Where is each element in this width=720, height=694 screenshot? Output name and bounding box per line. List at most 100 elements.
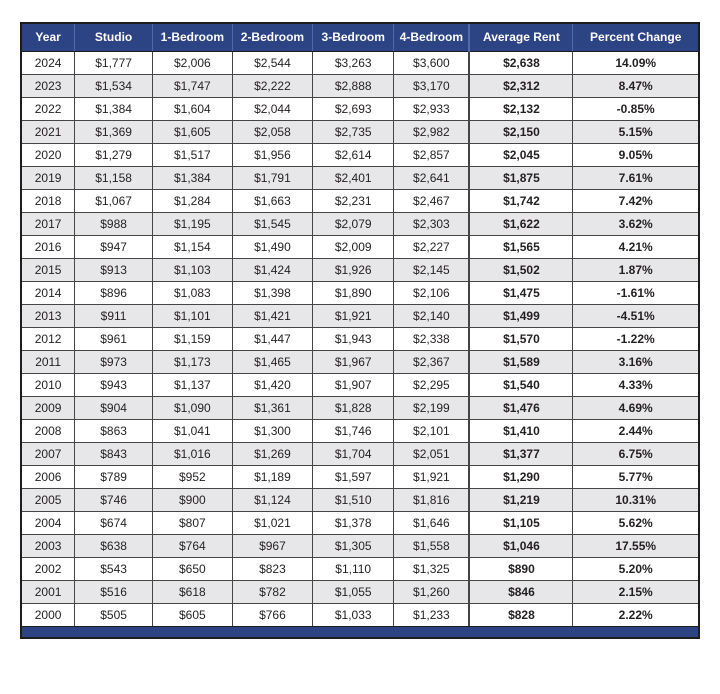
- value-cell: 2.15%: [572, 579, 698, 603]
- value-cell: $1,663: [231, 188, 313, 212]
- year-cell: 2006: [22, 464, 75, 488]
- value-cell: $913: [74, 257, 153, 281]
- table-row: 2004 $674 $807 $1,021 $1,378 $1,646 $1,105 5.62…: [22, 510, 698, 534]
- year-cell: 2019: [22, 165, 75, 189]
- value-cell: $1,597: [312, 464, 394, 488]
- year-cell: 2023: [22, 73, 75, 97]
- value-cell: $863: [74, 418, 153, 442]
- value-cell: $1,510: [312, 487, 394, 511]
- value-cell: $1,046: [468, 533, 573, 557]
- year-cell: 2000: [22, 602, 75, 626]
- value-cell: $1,290: [468, 464, 573, 488]
- value-cell: $961: [74, 326, 153, 350]
- year-cell: 2015: [22, 257, 75, 281]
- value-cell: $1,083: [151, 280, 233, 304]
- value-cell: $1,105: [468, 510, 573, 534]
- value-cell: $2,467: [393, 188, 470, 212]
- value-cell: $1,570: [468, 326, 573, 350]
- value-cell: $1,159: [151, 326, 233, 350]
- year-cell: 2004: [22, 510, 75, 534]
- value-cell: $2,367: [393, 349, 470, 373]
- value-cell: $1,369: [74, 119, 153, 143]
- value-cell: $2,614: [312, 142, 394, 166]
- value-cell: $2,888: [312, 73, 394, 97]
- value-cell: $1,447: [231, 326, 313, 350]
- value-cell: $807: [151, 510, 233, 534]
- value-cell: $1,747: [151, 73, 233, 97]
- value-cell: $2,857: [393, 142, 470, 166]
- table-row: 2020 $1,279 $1,517 $1,956 $2,614 $2,857 $2,045…: [22, 142, 698, 166]
- value-cell: $890: [468, 556, 573, 580]
- value-cell: $823: [231, 556, 313, 580]
- value-cell: $789: [74, 464, 153, 488]
- value-cell: $1,956: [231, 142, 313, 166]
- value-cell: $2,140: [393, 303, 470, 327]
- value-cell: $1,420: [231, 372, 313, 396]
- value-cell: 5.15%: [572, 119, 698, 143]
- table-row: 2010 $943 $1,137 $1,420 $1,907 $2,295 $1,540 4.…: [22, 372, 698, 396]
- value-cell: $2,544: [231, 51, 313, 74]
- year-cell: 2011: [22, 349, 75, 373]
- table-row: 2005 $746 $900 $1,124 $1,510 $1,816 $1,219 10.3…: [22, 487, 698, 511]
- value-cell: 5.77%: [572, 464, 698, 488]
- value-cell: $1,384: [74, 96, 153, 120]
- value-cell: $1,499: [468, 303, 573, 327]
- value-cell: $967: [231, 533, 313, 557]
- value-cell: $3,170: [393, 73, 470, 97]
- value-cell: $2,044: [231, 96, 313, 120]
- value-cell: $605: [151, 602, 233, 626]
- value-cell: -0.85%: [572, 96, 698, 120]
- value-cell: $904: [74, 395, 153, 419]
- value-cell: $2,009: [312, 234, 394, 258]
- value-cell: 4.33%: [572, 372, 698, 396]
- value-cell: $1,622: [468, 211, 573, 235]
- value-cell: $828: [468, 602, 573, 626]
- value-cell: $1,704: [312, 441, 394, 465]
- value-cell: $1,305: [312, 533, 394, 557]
- value-cell: 9.05%: [572, 142, 698, 166]
- table-row: 2024 $1,777 $2,006 $2,544 $3,263 $3,600 $2,638…: [22, 51, 698, 74]
- table-row: 2006 $789 $952 $1,189 $1,597 $1,921 $1,290 5.77…: [22, 464, 698, 488]
- value-cell: $1,101: [151, 303, 233, 327]
- value-cell: $1,517: [151, 142, 233, 166]
- value-cell: $2,079: [312, 211, 394, 235]
- table-row: 2023 $1,534 $1,747 $2,222 $2,888 $3,170 $2,312…: [22, 73, 698, 97]
- value-cell: $843: [74, 441, 153, 465]
- year-cell: 2022: [22, 96, 75, 120]
- column-header-year: Year: [22, 24, 75, 52]
- value-cell: $650: [151, 556, 233, 580]
- value-cell: $2,312: [468, 73, 573, 97]
- value-cell: $943: [74, 372, 153, 396]
- value-cell: $1,067: [74, 188, 153, 212]
- value-cell: $1,816: [393, 487, 470, 511]
- value-cell: $1,421: [231, 303, 313, 327]
- value-cell: $1,534: [74, 73, 153, 97]
- value-cell: $1,090: [151, 395, 233, 419]
- value-cell: $2,295: [393, 372, 470, 396]
- value-cell: $2,222: [231, 73, 313, 97]
- value-cell: $2,106: [393, 280, 470, 304]
- value-cell: $1,300: [231, 418, 313, 442]
- table-row: 2002 $543 $650 $823 $1,110 $1,325 $890 5.20%: [22, 556, 698, 580]
- value-cell: $674: [74, 510, 153, 534]
- rent-history-table: Year Studio 1-Bedroom 2-Bedroom 3-Bedroom 4-B…: [22, 24, 698, 626]
- value-cell: $1,110: [312, 556, 394, 580]
- year-cell: 2003: [22, 533, 75, 557]
- value-cell: $2,006: [151, 51, 233, 74]
- value-cell: $1,361: [231, 395, 313, 419]
- value-cell: $2,231: [312, 188, 394, 212]
- value-cell: 1.87%: [572, 257, 698, 281]
- value-cell: $746: [74, 487, 153, 511]
- year-cell: 2017: [22, 211, 75, 235]
- value-cell: 4.21%: [572, 234, 698, 258]
- table-row: 2018 $1,067 $1,284 $1,663 $2,231 $2,467 $1,742…: [22, 188, 698, 212]
- value-cell: $1,742: [468, 188, 573, 212]
- table-row: 2021 $1,369 $1,605 $2,058 $2,735 $2,982 $2,150…: [22, 119, 698, 143]
- value-cell: $638: [74, 533, 153, 557]
- value-cell: $1,398: [231, 280, 313, 304]
- value-cell: $1,055: [312, 579, 394, 603]
- table-row: 2019 $1,158 $1,384 $1,791 $2,401 $2,641 $1,875…: [22, 165, 698, 189]
- value-cell: $2,338: [393, 326, 470, 350]
- value-cell: $988: [74, 211, 153, 235]
- table-row: 2016 $947 $1,154 $1,490 $2,009 $2,227 $1,565 4.…: [22, 234, 698, 258]
